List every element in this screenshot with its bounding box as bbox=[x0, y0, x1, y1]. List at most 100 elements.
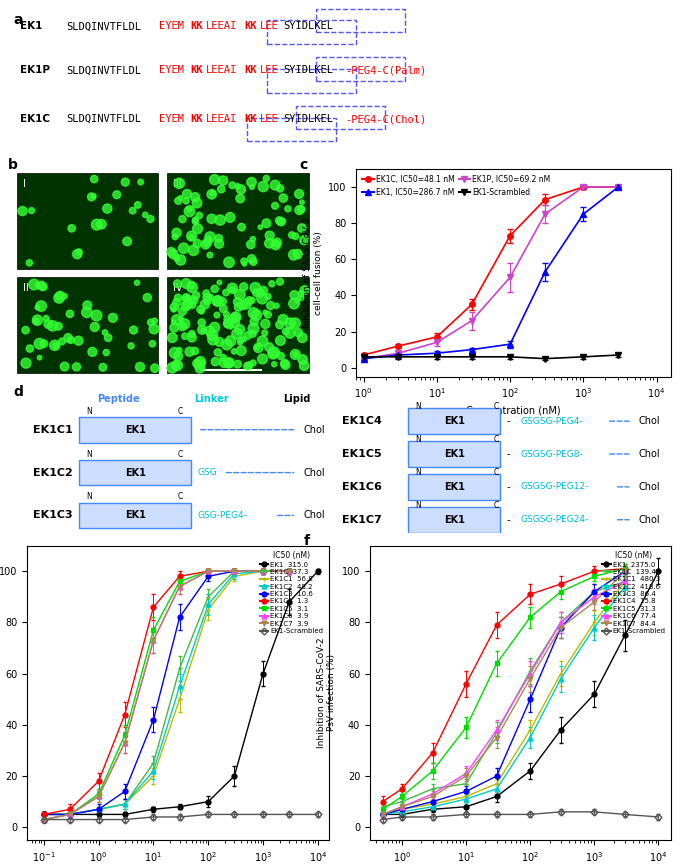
Point bbox=[297, 331, 308, 345]
Point bbox=[34, 351, 45, 365]
Point bbox=[261, 171, 272, 185]
Point bbox=[218, 173, 229, 187]
Point bbox=[269, 358, 279, 372]
Point bbox=[234, 322, 245, 336]
Point bbox=[140, 208, 151, 222]
Point bbox=[238, 255, 249, 268]
Point bbox=[132, 276, 142, 290]
Point bbox=[169, 302, 179, 316]
Point bbox=[174, 343, 185, 357]
Text: EK1: EK1 bbox=[444, 514, 464, 525]
Point bbox=[71, 360, 82, 374]
Point bbox=[181, 276, 192, 290]
Point bbox=[181, 291, 192, 305]
Point bbox=[229, 316, 240, 330]
Point bbox=[190, 344, 201, 358]
FancyBboxPatch shape bbox=[408, 474, 500, 500]
Point bbox=[96, 217, 107, 231]
Text: C: C bbox=[494, 436, 499, 444]
Point bbox=[258, 283, 269, 297]
X-axis label: Concentration (nM): Concentration (nM) bbox=[466, 406, 561, 416]
Point bbox=[249, 314, 260, 328]
Point bbox=[232, 358, 243, 372]
Point bbox=[147, 337, 158, 351]
Text: EK1: EK1 bbox=[21, 22, 42, 31]
Point bbox=[223, 255, 234, 269]
Point bbox=[299, 233, 310, 247]
Point bbox=[149, 322, 160, 336]
Point bbox=[42, 317, 53, 331]
Point bbox=[199, 298, 210, 312]
Point bbox=[173, 194, 184, 208]
Point bbox=[134, 360, 145, 374]
Point bbox=[236, 333, 247, 347]
Text: EK1C4: EK1C4 bbox=[342, 417, 382, 426]
Point bbox=[264, 340, 275, 354]
Point bbox=[241, 297, 252, 311]
Point bbox=[247, 326, 258, 340]
Point bbox=[187, 298, 198, 312]
Text: Peptide: Peptide bbox=[97, 394, 140, 404]
FancyBboxPatch shape bbox=[167, 277, 309, 372]
Text: EK1C3: EK1C3 bbox=[34, 510, 73, 520]
Text: Chol: Chol bbox=[303, 510, 325, 520]
Text: SLDQINVTFLDL: SLDQINVTFLDL bbox=[66, 22, 141, 31]
Point bbox=[218, 351, 229, 365]
Point bbox=[38, 337, 49, 351]
Point bbox=[182, 290, 193, 304]
Point bbox=[55, 288, 66, 302]
Point bbox=[289, 288, 300, 302]
Point bbox=[38, 280, 49, 294]
Point bbox=[102, 202, 113, 216]
Point bbox=[282, 202, 293, 216]
Text: KK: KK bbox=[245, 22, 258, 31]
Point bbox=[269, 346, 279, 359]
Point bbox=[179, 329, 190, 343]
FancyBboxPatch shape bbox=[408, 408, 500, 434]
Point bbox=[292, 247, 303, 261]
Text: Chol: Chol bbox=[303, 424, 325, 435]
Point bbox=[196, 315, 207, 329]
Point bbox=[270, 199, 281, 213]
Point bbox=[296, 203, 307, 216]
Point bbox=[91, 217, 102, 231]
Point bbox=[250, 281, 261, 294]
Text: EK1: EK1 bbox=[444, 449, 464, 459]
Point bbox=[286, 228, 297, 242]
Point bbox=[189, 294, 200, 307]
Text: KK: KK bbox=[190, 22, 203, 31]
Point bbox=[275, 182, 286, 196]
Point bbox=[181, 194, 192, 208]
Point bbox=[101, 346, 112, 359]
Text: IV: IV bbox=[173, 283, 183, 294]
Point bbox=[232, 179, 243, 193]
Point bbox=[195, 355, 206, 369]
Point bbox=[82, 299, 92, 313]
Text: Linker: Linker bbox=[194, 394, 228, 404]
Point bbox=[73, 245, 84, 259]
Point bbox=[32, 301, 43, 314]
Text: C: C bbox=[494, 403, 499, 411]
Point bbox=[251, 308, 262, 322]
Point bbox=[260, 317, 271, 331]
Point bbox=[182, 187, 192, 201]
Point bbox=[21, 356, 32, 370]
Point bbox=[297, 196, 308, 210]
Point bbox=[173, 291, 184, 305]
Point bbox=[99, 326, 110, 339]
Point bbox=[206, 212, 217, 226]
Point bbox=[248, 255, 259, 268]
Point bbox=[277, 313, 288, 326]
Point bbox=[236, 183, 247, 197]
Point bbox=[66, 222, 77, 236]
Text: EK1C: EK1C bbox=[21, 114, 50, 124]
Text: N: N bbox=[86, 407, 92, 416]
Point bbox=[128, 323, 139, 337]
Text: -: - bbox=[507, 417, 510, 426]
Point bbox=[169, 315, 179, 329]
Point bbox=[206, 187, 217, 201]
Point bbox=[53, 291, 64, 305]
Point bbox=[266, 277, 277, 291]
Point bbox=[103, 331, 114, 345]
Point bbox=[31, 314, 42, 328]
